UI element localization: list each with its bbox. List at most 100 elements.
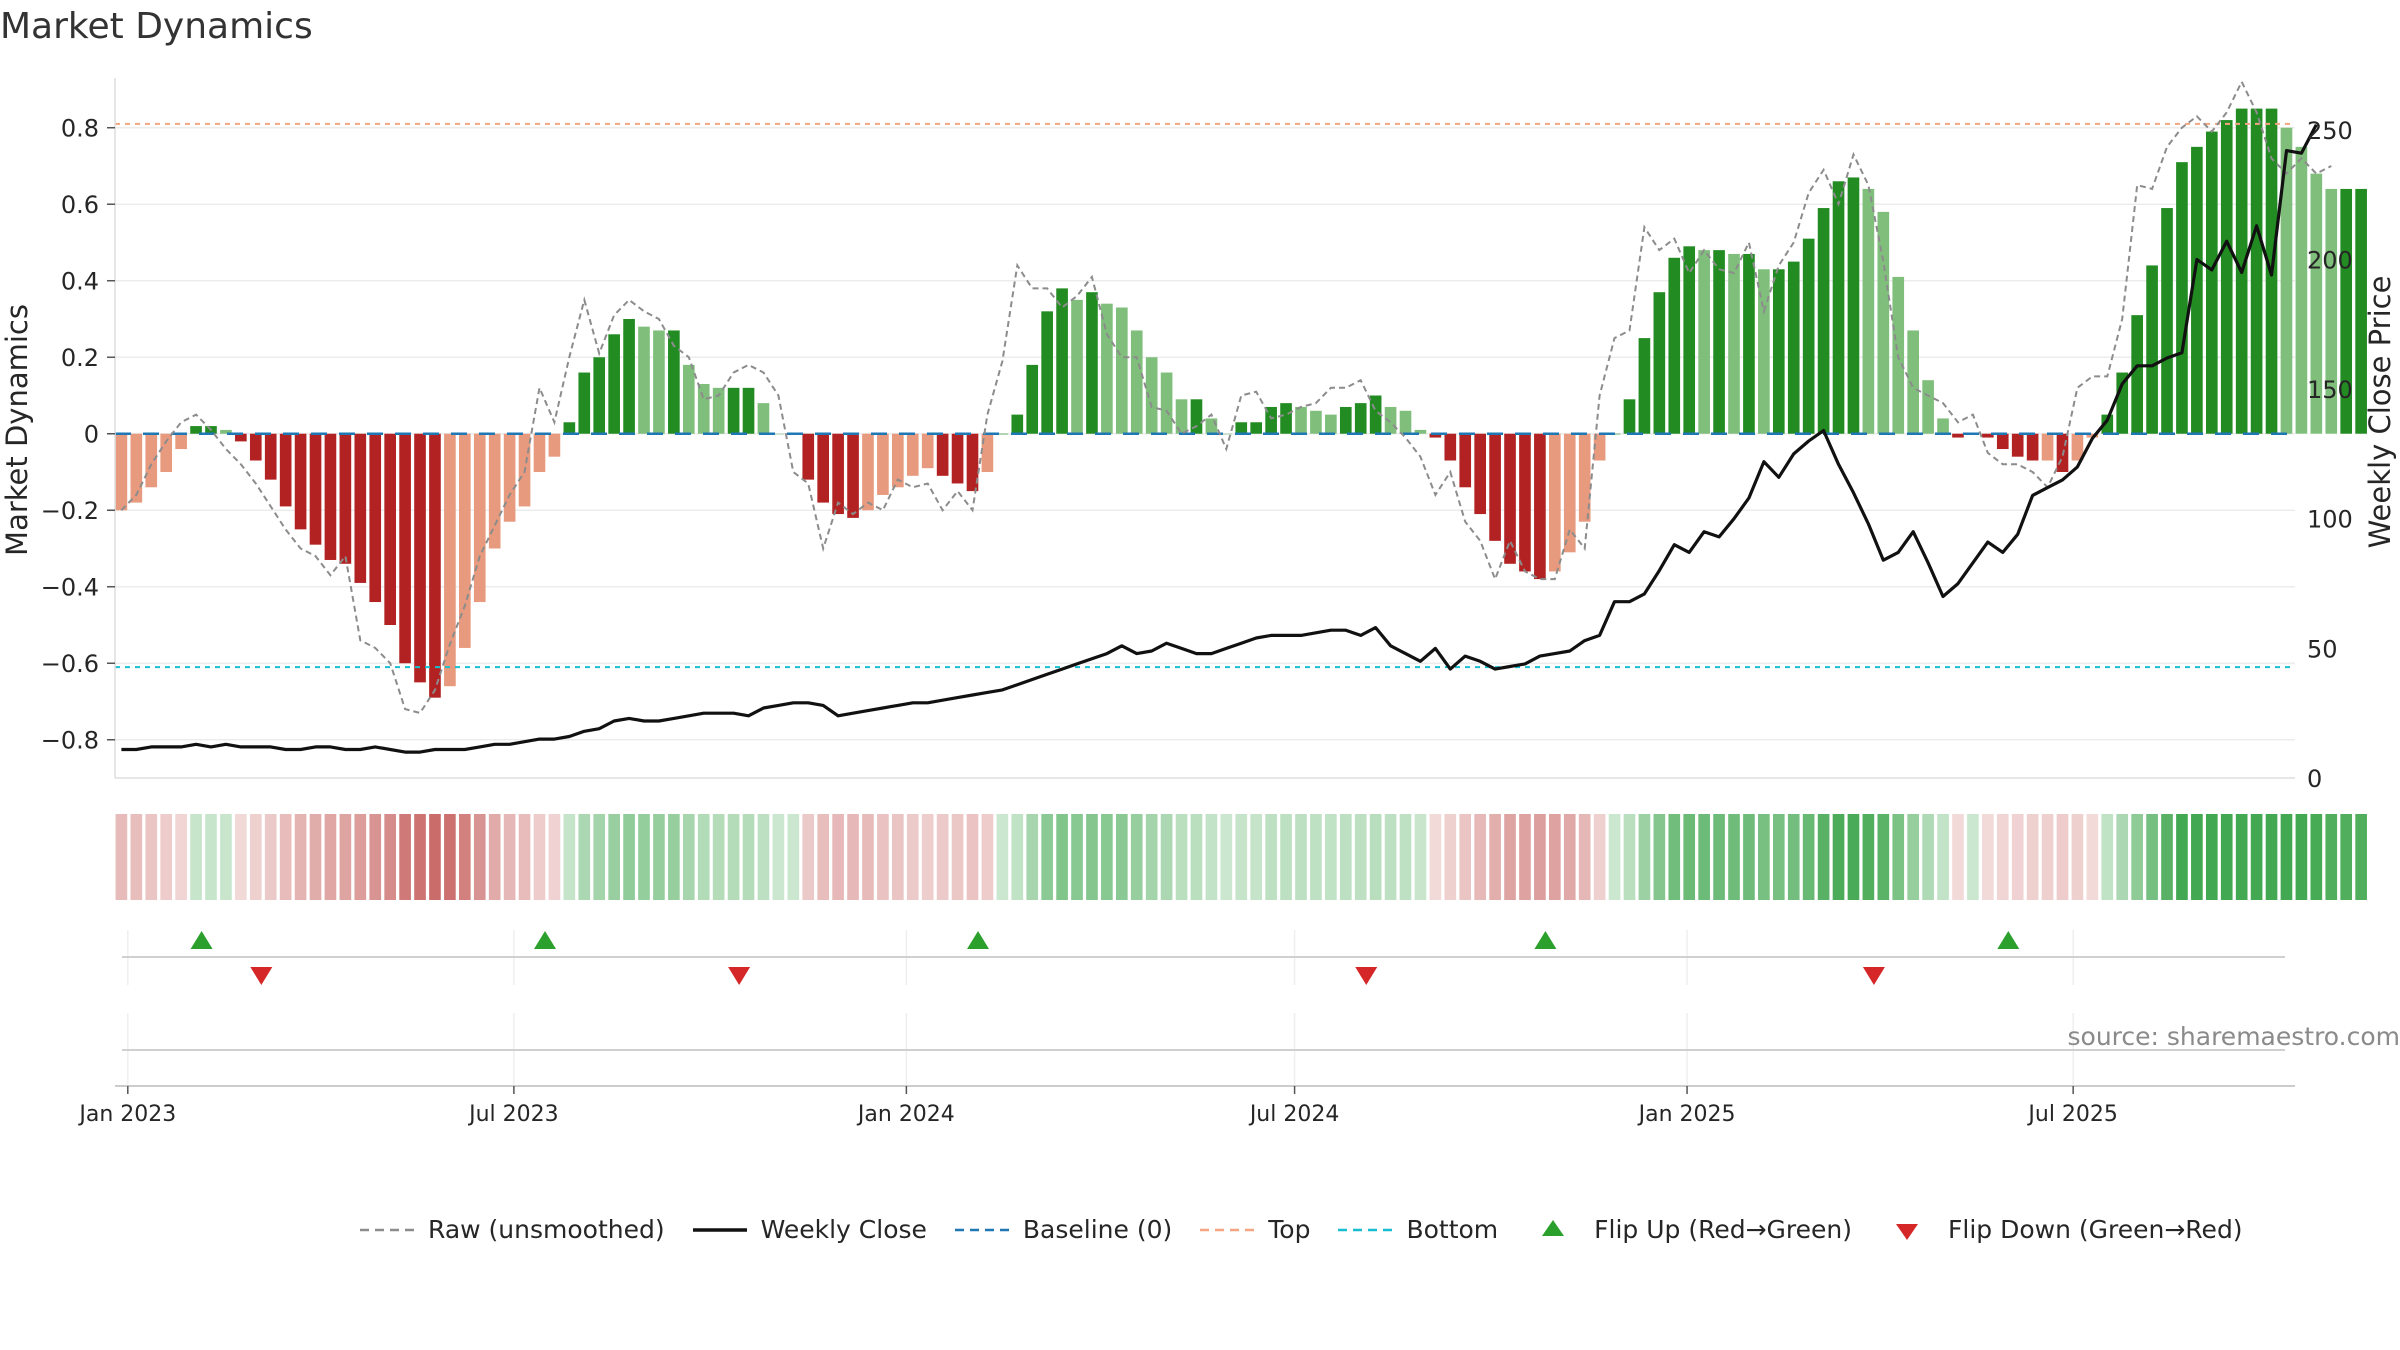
legend-label: Flip Down (Green→Red)	[1948, 1215, 2243, 1244]
bar	[1429, 433, 1442, 438]
bar	[1190, 399, 1203, 434]
bar	[1489, 433, 1501, 541]
bar	[1728, 253, 1740, 434]
x-axis: Jan 2023 Jul 2023 Jan 2024 Jul 2024 Jan 2025…	[77, 1085, 2295, 1127]
legend-label: Top	[1268, 1215, 1311, 1244]
strip-cell	[2101, 814, 2114, 900]
strip-cell	[966, 814, 979, 900]
strip-cell	[668, 814, 680, 900]
bar	[2355, 188, 2367, 434]
legend-item: Baseline (0)	[953, 1215, 1172, 1244]
bar	[2131, 315, 2143, 434]
strip-cell	[384, 814, 396, 900]
strip-cell	[1907, 814, 1920, 900]
y-tick-label: −0.6	[41, 650, 99, 678]
bar	[1862, 188, 1875, 434]
bar	[2205, 131, 2218, 434]
strip-cell	[2250, 814, 2263, 900]
strip-cell	[1205, 814, 1218, 900]
bar	[2295, 146, 2308, 434]
strip-cell	[2310, 814, 2323, 900]
strip-cell	[2116, 814, 2129, 900]
strip-cell	[1877, 814, 1890, 900]
bar	[2340, 188, 2353, 434]
strip-cell	[892, 814, 904, 900]
strip-cell	[414, 814, 426, 900]
strip-cell	[697, 814, 710, 900]
strip-cell	[1996, 814, 2009, 900]
strip-cell	[1937, 814, 1949, 900]
bar	[279, 433, 292, 507]
strip-cell	[1802, 814, 1815, 900]
bar	[1817, 208, 1830, 434]
bar	[817, 433, 830, 503]
legend-label: Flip Up (Red→Green)	[1594, 1215, 1853, 1244]
bar	[1653, 292, 1666, 434]
bar	[1414, 429, 1427, 434]
bar	[1907, 330, 1920, 434]
legend-label: Bottom	[1406, 1215, 1499, 1244]
bar	[966, 433, 979, 492]
bar	[2220, 120, 2233, 434]
bar	[742, 387, 755, 434]
bar	[1563, 433, 1576, 553]
raw-series-line	[120, 79, 2332, 715]
bar	[175, 433, 187, 450]
bar	[2086, 433, 2099, 438]
strip-cell	[1593, 814, 1606, 900]
strip-cell	[1862, 814, 1875, 900]
bar	[1041, 311, 1053, 434]
strip-cell	[877, 814, 889, 900]
bar	[1354, 403, 1367, 434]
legend-item: Top	[1198, 1215, 1310, 1244]
bar	[1982, 433, 1994, 438]
strip-cell	[1668, 814, 1681, 900]
strip-cell	[921, 814, 934, 900]
strip-cell	[503, 814, 516, 900]
strip-cell	[578, 814, 591, 900]
flip-down-marker	[1862, 967, 1885, 985]
strip-cell	[1967, 814, 1979, 900]
y-tick-label: −0.2	[41, 497, 99, 525]
strip-cell	[1922, 814, 1934, 900]
bar	[1802, 238, 1815, 434]
legend-swatch	[358, 1223, 416, 1237]
bar	[638, 326, 650, 434]
strip-cell	[279, 814, 292, 900]
lines-layer	[115, 79, 2332, 754]
strip-cell	[309, 814, 322, 900]
strip-cell	[205, 814, 217, 900]
bar	[429, 433, 441, 698]
strip-cell	[847, 814, 859, 900]
strip-cell	[1101, 814, 1113, 900]
bar	[847, 433, 859, 518]
bar	[877, 433, 889, 495]
bar	[1698, 250, 1710, 434]
bar	[190, 426, 202, 434]
bar	[1235, 422, 1248, 434]
strip-cell	[2295, 814, 2308, 900]
strip-cell	[533, 814, 546, 900]
bar	[2026, 433, 2039, 461]
strip-cell	[324, 814, 337, 900]
bar	[1459, 433, 1472, 488]
y-axis-label: Market Dynamics	[0, 304, 34, 556]
bar	[1175, 399, 1188, 434]
bar	[1369, 395, 1382, 434]
bar	[339, 433, 352, 564]
strip-cell	[2205, 814, 2218, 900]
strip-cell	[563, 814, 576, 900]
bar	[264, 433, 277, 480]
strip-cell	[1339, 814, 1352, 900]
strip-cell	[1638, 814, 1651, 900]
strip-cell	[2071, 814, 2084, 900]
bar	[862, 433, 874, 511]
strip-cell	[727, 814, 740, 900]
strip-cell	[1429, 814, 1442, 900]
strip-cell	[1145, 814, 1158, 900]
chart-title: Market Dynamics	[0, 6, 313, 47]
strip-cell	[2041, 814, 2054, 900]
strip-cell	[1504, 814, 1516, 900]
legend-item: Flip Down (Green→Red)	[1878, 1215, 2243, 1244]
regime-strip	[115, 814, 2367, 900]
